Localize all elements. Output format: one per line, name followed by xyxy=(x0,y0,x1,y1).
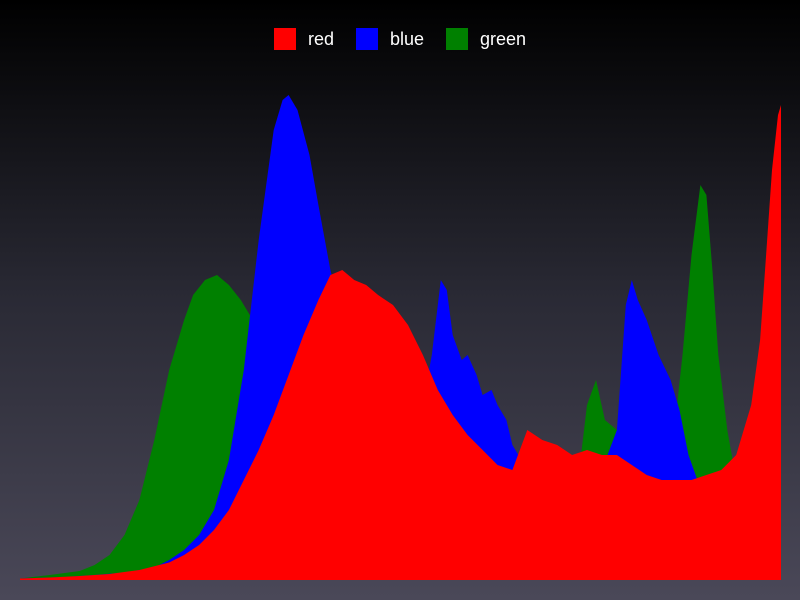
legend-swatch-green xyxy=(446,28,468,50)
legend: red blue green xyxy=(0,28,800,50)
legend-item-red: red xyxy=(273,28,334,50)
area-series-red xyxy=(20,105,781,580)
legend-label-green: green xyxy=(480,28,527,49)
legend-label-blue: blue xyxy=(389,28,424,49)
legend-swatch-red xyxy=(273,28,296,50)
legend-swatch-blue xyxy=(355,28,378,50)
legend-item-green: green xyxy=(446,28,526,50)
legend-item-blue: blue xyxy=(355,28,424,50)
legend-label-red: red xyxy=(307,28,334,49)
